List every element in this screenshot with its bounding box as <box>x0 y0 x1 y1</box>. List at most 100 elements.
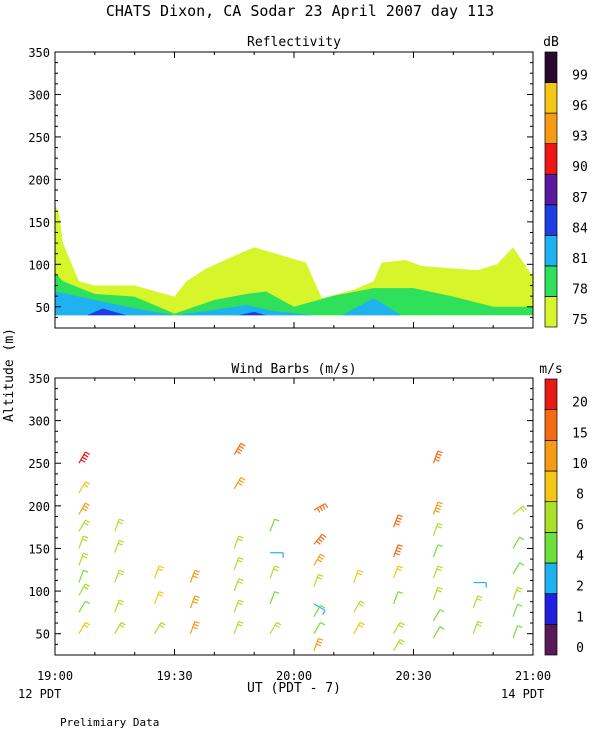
wind-barb-flag <box>238 535 244 539</box>
wind-barb-flag <box>517 603 523 607</box>
wind-barb-flag <box>439 626 445 630</box>
wind-barb-flag <box>436 525 442 529</box>
wind-barb <box>78 569 89 583</box>
wind-colorbar-label: 1 <box>576 610 584 625</box>
reflectivity-ytick-label: 350 <box>28 46 50 60</box>
wind-barb <box>512 586 523 600</box>
wind-barb-flag <box>321 533 327 538</box>
wind-barb <box>189 595 200 609</box>
wind-barb-staff <box>114 599 120 613</box>
wind-barb <box>393 638 405 652</box>
wind-barb <box>78 502 91 515</box>
wind-barb-staff <box>432 523 439 536</box>
reflectivity-colorbar-title: dB <box>543 35 559 50</box>
wind-barb-flag <box>519 562 525 566</box>
wind-barb-flag <box>118 569 125 573</box>
wind-barb <box>393 565 403 579</box>
footer-note: Prelimiary Data <box>60 716 159 729</box>
wind-barb-flag <box>318 574 324 577</box>
wind-barb-flag <box>358 603 364 607</box>
wind-barb <box>154 565 164 579</box>
wind-colorbar-label: 4 <box>576 549 584 564</box>
wind-barb <box>393 591 403 605</box>
reflectivity-colorbar-label: 81 <box>572 252 588 267</box>
wind-barb-flag <box>85 519 91 524</box>
wind-barb-flag <box>192 626 198 630</box>
wind-colorbar-swatch <box>544 623 558 656</box>
reflectivity-ytick-label: 300 <box>28 88 50 102</box>
wind-barb <box>472 595 483 609</box>
wind-colorbar-swatch <box>544 378 558 411</box>
wind-barb <box>269 565 280 579</box>
wind-barb-flag <box>398 624 404 629</box>
wind-barb-flag <box>316 540 321 545</box>
wind-barb-flag <box>359 621 365 626</box>
wind-colorbar-swatch <box>544 593 558 625</box>
wind-barb <box>269 591 280 605</box>
wind-barb-flag <box>395 549 401 553</box>
wind-barb-flag <box>437 586 443 590</box>
wind-barb-staff <box>78 502 86 515</box>
wind-barb-flag <box>319 536 325 541</box>
wind-barb-flag <box>435 507 441 511</box>
wind-barb-flag <box>238 479 244 484</box>
wind-barb-staff <box>233 599 240 613</box>
wind-barb-staff <box>78 583 86 596</box>
wind-barb-staff <box>432 501 439 515</box>
wind-colorbar-label: 6 <box>576 518 584 533</box>
wind-barb-staff <box>154 565 160 579</box>
wind-barb-flag <box>319 506 323 512</box>
reflectivity-areas <box>55 204 533 316</box>
wind-barb-flag <box>436 504 442 508</box>
wind-colorbar-label: 15 <box>572 426 588 441</box>
wind-barb <box>393 621 405 634</box>
reflectivity-colorbar-swatch <box>544 143 558 175</box>
wind-colorbar: 0 1 2 4 6 8 10 15 20 <box>544 378 588 656</box>
wind-barb-flag <box>117 542 124 546</box>
wind-barb-flag <box>158 565 164 569</box>
wind-colorbar-label: 0 <box>576 641 584 656</box>
wind-barb-flag <box>240 477 246 481</box>
wind-barb-flag <box>274 624 280 629</box>
xtick-label: 20:00 <box>276 669 312 683</box>
wind-barb-flag <box>398 641 404 646</box>
wind-barb-staff <box>313 638 319 651</box>
reflectivity-ytick-label: 100 <box>28 258 50 272</box>
reflectivity-area-75db <box>55 204 533 316</box>
wind-barb <box>393 544 403 558</box>
wind-colorbar-label: 10 <box>572 457 588 472</box>
wind-barb <box>313 533 327 545</box>
wind-barb-staff <box>78 519 86 532</box>
wind-barb <box>114 518 125 532</box>
wind-barb-flag <box>318 556 324 560</box>
wind-barb-staff <box>432 450 439 464</box>
wind-barb <box>189 569 200 583</box>
wind-barb-flag <box>436 589 442 593</box>
wind-barb-staff <box>512 625 519 639</box>
wind-barb-flag <box>476 623 482 627</box>
wind-barb <box>114 621 126 634</box>
wind-barb <box>114 569 125 583</box>
wind-barb <box>432 626 445 639</box>
wind-barb-staff <box>269 565 276 579</box>
xtick-label: 19:30 <box>156 669 192 683</box>
wind-barb <box>233 556 244 570</box>
wind-ytick-label: 50 <box>36 628 50 642</box>
x-axis-label: UT (PDT - 7) <box>247 681 341 696</box>
wind-barb-flag <box>85 451 91 455</box>
reflectivity-title: Reflectivity <box>247 35 341 50</box>
wind-barb-flag <box>194 569 200 573</box>
wind-barb-staff <box>78 536 84 549</box>
wind-colorbar-label: 20 <box>572 396 588 411</box>
wind-barb-flag <box>240 442 246 447</box>
wind-barb <box>313 604 326 617</box>
wind-barb <box>189 620 200 634</box>
wind-barb-flag <box>399 638 405 643</box>
wind-barb <box>114 539 125 553</box>
reflectivity-area-84db <box>86 308 267 316</box>
wind-colorbar-swatch <box>544 470 558 503</box>
wind-barbs-axes: 50 100 150 200 250 300 350 19:00 19:30 20:00 20:30… <box>28 372 551 683</box>
reflectivity-colorbar: 75 78 81 84 87 90 93 96 99 <box>544 51 588 328</box>
wind-barb-flag <box>192 600 198 604</box>
reflectivity-colorbar-swatch <box>544 234 558 267</box>
